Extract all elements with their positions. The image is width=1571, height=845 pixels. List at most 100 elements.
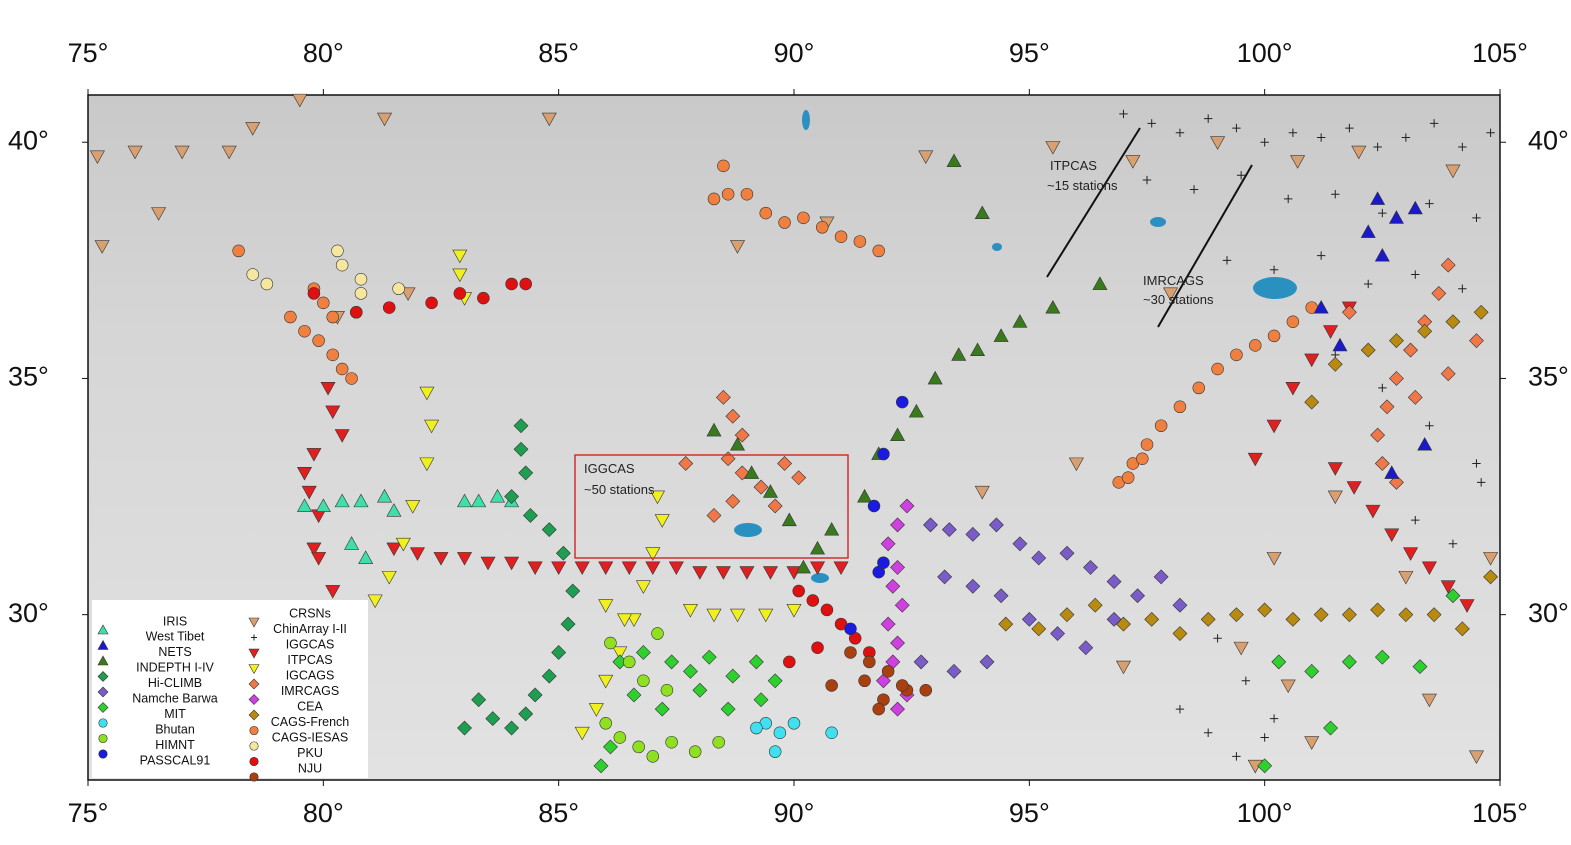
lat-label: 30° <box>1528 598 1569 628</box>
lon-label: 85° <box>538 38 579 68</box>
station <box>877 448 889 460</box>
station <box>783 656 795 668</box>
station <box>1287 316 1299 328</box>
legend-swatch <box>250 773 259 782</box>
station <box>426 297 438 309</box>
legend-label: Namche Barwa <box>132 691 217 705</box>
annotation-name: IGGCAS <box>584 461 635 476</box>
station <box>661 684 673 696</box>
station <box>299 325 311 337</box>
station <box>877 557 889 569</box>
station <box>1268 330 1280 342</box>
station <box>1174 401 1186 413</box>
station <box>633 741 645 753</box>
annotation-name: ITPCAS <box>1050 158 1097 173</box>
legend-label: IMRCAGS <box>281 684 339 698</box>
lat-label: 40° <box>1528 125 1569 155</box>
legend-label: CAGS-French <box>271 715 350 729</box>
station <box>774 727 786 739</box>
legend-label: IGCAGS <box>286 668 335 682</box>
lat-label: 35° <box>8 362 49 392</box>
station <box>614 732 626 744</box>
station <box>308 287 320 299</box>
annotation-text: ~50 stations <box>584 482 655 497</box>
legend-label: CAGS-IESAS <box>272 730 348 744</box>
station <box>708 193 720 205</box>
lat-label: 40° <box>8 125 49 155</box>
station <box>722 188 734 200</box>
station <box>393 283 405 295</box>
station <box>1212 363 1224 375</box>
station <box>845 646 857 658</box>
station <box>284 311 296 323</box>
station <box>863 656 875 668</box>
legend-label: CRSNs <box>289 606 331 620</box>
legend-label: ITPCAS <box>287 653 332 667</box>
station <box>793 585 805 597</box>
station <box>717 160 729 172</box>
station <box>313 335 325 347</box>
lon-label: 80° <box>303 798 344 828</box>
lat-label: 35° <box>1528 362 1569 392</box>
legend-label: West Tibet <box>146 629 205 643</box>
legend-label: Hi-CLIMB <box>148 676 202 690</box>
station <box>604 637 616 649</box>
legend-label: IGGCAS <box>286 637 335 651</box>
lon-label: 105° <box>1472 798 1528 828</box>
legend-swatch <box>99 750 108 759</box>
station <box>647 750 659 762</box>
station <box>873 703 885 715</box>
station <box>807 595 819 607</box>
station <box>383 302 395 314</box>
legend-swatch <box>250 726 259 735</box>
legend-title: IRIS <box>163 614 187 628</box>
station <box>336 259 348 271</box>
station <box>327 311 339 323</box>
station <box>623 656 635 668</box>
station <box>637 675 649 687</box>
station <box>750 722 762 734</box>
lon-label: 100° <box>1237 798 1293 828</box>
station <box>247 269 259 281</box>
lon-label: 85° <box>538 798 579 828</box>
station <box>896 396 908 408</box>
station <box>317 297 329 309</box>
station <box>868 500 880 512</box>
station <box>355 273 367 285</box>
legend-label: PASSCAL91 <box>140 753 211 767</box>
lat-label: 30° <box>8 598 49 628</box>
station <box>816 221 828 233</box>
station <box>826 680 838 692</box>
station <box>1136 453 1148 465</box>
station <box>873 245 885 257</box>
lon-label: 105° <box>1472 38 1528 68</box>
station <box>779 217 791 229</box>
lon-label: 100° <box>1237 38 1293 68</box>
station <box>350 306 362 318</box>
legend-label: PKU <box>297 746 323 760</box>
legend-label: HIMNT <box>155 738 195 752</box>
legend-label: MIT <box>164 707 186 721</box>
station <box>882 665 894 677</box>
lon-label: 75° <box>68 798 109 828</box>
station <box>520 278 532 290</box>
station <box>821 604 833 616</box>
station <box>689 746 701 758</box>
lon-label: 75° <box>68 38 109 68</box>
station <box>600 717 612 729</box>
station <box>797 212 809 224</box>
station <box>826 727 838 739</box>
station <box>454 287 466 299</box>
station <box>896 680 908 692</box>
station <box>845 623 857 635</box>
station <box>769 746 781 758</box>
station <box>666 736 678 748</box>
legend-label: CEA <box>297 699 323 713</box>
station <box>506 278 518 290</box>
legend-label: INDEPTH I-IV <box>136 660 214 674</box>
lon-label: 80° <box>303 38 344 68</box>
station <box>332 245 344 257</box>
station <box>1193 382 1205 394</box>
annotation-text: ~30 stations <box>1143 292 1214 307</box>
station <box>1155 420 1167 432</box>
